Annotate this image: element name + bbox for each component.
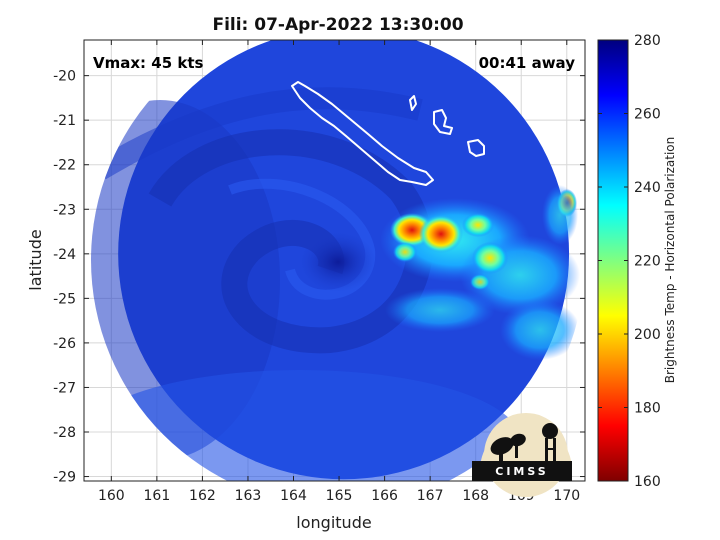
north-band [94, 87, 423, 180]
logo-dish-base-2 [515, 444, 518, 458]
vmax-annotation: Vmax: 45 kts [93, 54, 203, 72]
y-tick-label: -29 [53, 470, 76, 486]
plot-frame [83, 39, 586, 482]
x-tick-label: 161 [144, 488, 171, 504]
y-tick-label: -21 [53, 113, 76, 129]
coastline-new-caledonia [291, 81, 434, 186]
logo-dish-2 [510, 433, 526, 447]
coastline-island-5 [555, 85, 564, 93]
coastline-island-2 [467, 139, 485, 157]
x-tick-label: 167 [417, 488, 444, 504]
logo-tower-shaft [545, 438, 548, 464]
y-tick-label: -28 [53, 425, 76, 441]
x-tick-label: 166 [371, 488, 398, 504]
y-axis-ticks: -20 -21 -22 -23 -24 -25 -26 -27 -28 -29 [53, 69, 585, 486]
cyan-region-5 [542, 185, 578, 245]
logo-tower-top [542, 423, 558, 439]
y-tick-label: -23 [53, 202, 76, 218]
cyan-region-4 [500, 300, 580, 360]
chart-title: Fili: 07-Apr-2022 13:30:00 [212, 15, 463, 35]
colorbar-tick-label: 260 [634, 107, 661, 123]
colorbar-tick-label: 220 [634, 254, 661, 270]
colorbar-tick-label: 160 [634, 474, 661, 490]
x-tick-label: 164 [280, 488, 307, 504]
cyan-region-3 [385, 288, 495, 332]
x-tick-label: 168 [462, 488, 489, 504]
coastlines [291, 49, 564, 186]
coastline-island-1 [433, 109, 453, 135]
colorbar-tick-label: 280 [634, 33, 661, 49]
convection-cell-c [462, 213, 494, 237]
colorbar-tick-label: 180 [634, 401, 661, 417]
logo-dish-base-1 [499, 450, 503, 462]
convection-cell-d [472, 242, 508, 274]
logo-dish-1 [490, 437, 514, 455]
x-tick-label: 160 [98, 488, 125, 504]
colorbar-tick-label: 240 [634, 180, 661, 196]
logo-banner [472, 461, 572, 481]
x-tick-label: 170 [553, 488, 580, 504]
spiral-band-outer [148, 129, 433, 354]
logo-text: CIMSS [495, 465, 548, 478]
colorbar-ticks: 280 260 240 220 200 180 160 [598, 33, 661, 490]
x-tick-label: 162 [189, 488, 216, 504]
y-tick-label: -24 [53, 247, 76, 263]
y-tick-label: -22 [53, 158, 76, 174]
y-tick-label: -25 [53, 291, 76, 307]
colorbar-label: Brightness Temp - Horizontal Polarizatio… [663, 137, 677, 384]
time-away-annotation: 00:41 away [479, 54, 576, 72]
cimss-logo: CIMSS [472, 413, 572, 497]
convection-cell-f [470, 274, 490, 290]
colorbar [597, 39, 629, 482]
coastline-island-3 [409, 95, 417, 111]
x-axis-label: longitude [296, 513, 371, 532]
x-tick-label: 163 [235, 488, 262, 504]
logo-tower-brace [545, 448, 556, 450]
coastline-island-4 [534, 49, 546, 61]
x-tick-label: 165 [326, 488, 353, 504]
y-axis-label: latitude [26, 229, 45, 290]
logo-tower-shaft-2 [553, 438, 556, 464]
convection-cell-b [419, 215, 463, 253]
convection-cell-e [393, 242, 417, 262]
y-tick-label: -20 [53, 69, 76, 85]
y-tick-label: -27 [53, 380, 76, 396]
y-tick-label: -26 [53, 336, 76, 352]
colorbar-tick-label: 200 [634, 327, 661, 343]
storm-eye [300, 232, 376, 292]
